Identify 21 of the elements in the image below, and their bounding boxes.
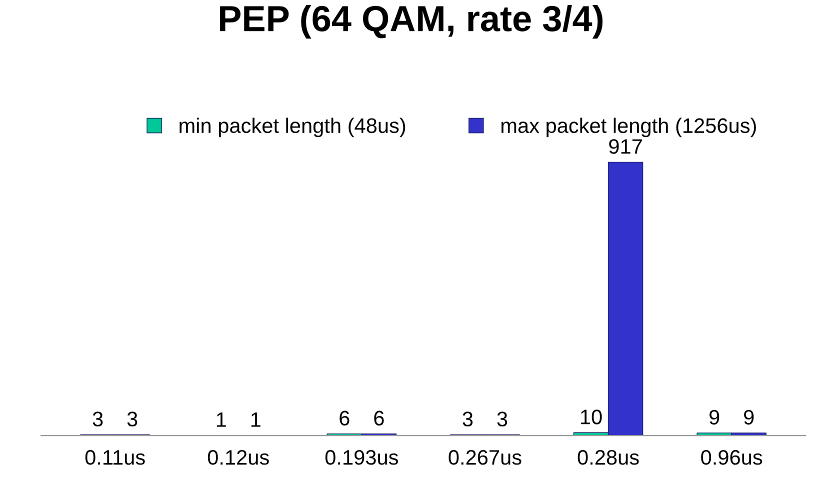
x-tick-label: 0.193us (325, 450, 398, 465)
data-label: 3 (127, 412, 138, 426)
x-tick-label: 0.96us (701, 450, 762, 465)
chart-title: PEP (64 QAM, rate 3/4) (220, 4, 603, 39)
x-tick-label: 0.28us (578, 450, 639, 465)
data-label: 3 (92, 412, 103, 426)
data-label: 3 (497, 412, 508, 426)
data-label: 9 (710, 410, 720, 425)
data-label: 6 (374, 410, 384, 426)
data-label: 6 (340, 410, 350, 426)
data-label: 1 (216, 412, 226, 427)
data-label: 917 (609, 139, 642, 154)
data-label: 1 (251, 412, 260, 427)
data-label: 3 (462, 412, 473, 426)
legend-label: max packet length (1256us) (502, 118, 756, 138)
x-tick-label: 0.11us (85, 450, 145, 465)
data-label: 9 (744, 410, 754, 425)
data-label: 10 (581, 410, 602, 424)
legend-label: min packet length (48us) (180, 118, 406, 138)
x-tick-label: 0.267us (448, 450, 522, 465)
x-tick-label: 0.12us (208, 450, 269, 465)
